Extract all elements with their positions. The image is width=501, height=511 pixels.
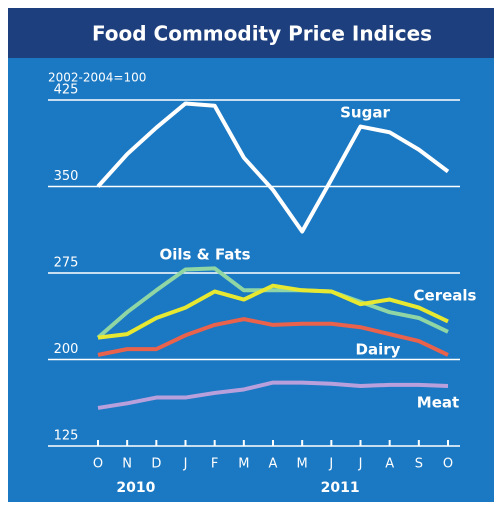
x-tick-label: M [238, 457, 249, 472]
series-line [96, 266, 449, 340]
x-tick-label: D [151, 457, 161, 472]
x-tick-label: O [93, 457, 103, 472]
x-tick-label: O [443, 457, 453, 472]
title-bar [8, 8, 494, 58]
x-tick-label: N [122, 457, 132, 472]
series-line [97, 317, 449, 357]
series-label: Oils & Fats [159, 246, 250, 264]
y-tick-label: 200 [54, 342, 79, 357]
x-tick-label: F [211, 457, 218, 472]
y-tick-label: 350 [54, 169, 79, 184]
x-tick-label: J [328, 457, 333, 472]
x-tick-label: A [385, 457, 394, 472]
x-tick-label: S [415, 457, 423, 472]
series-line [97, 283, 449, 340]
series-label: Cereals [414, 287, 477, 305]
series-label: Sugar [340, 104, 390, 122]
y-tick-label: 125 [54, 429, 79, 444]
y-tick-label: 275 [54, 256, 79, 271]
year-label: 2011 [321, 480, 360, 496]
series-label: Meat [417, 394, 459, 412]
x-tick-label: M [297, 457, 308, 472]
x-tick-label: J [358, 457, 363, 472]
series-line [97, 380, 449, 410]
series-line [96, 101, 450, 234]
x-tick-label: A [269, 457, 278, 472]
series-label: Dairy [356, 341, 401, 359]
chart-title: Food Commodity Price Indices [92, 22, 432, 46]
panel [8, 8, 494, 502]
subtitle: 2002-2004=100 [48, 71, 146, 85]
y-tick-label: 425 [54, 83, 79, 98]
x-tick-label: J [183, 457, 188, 472]
year-label: 2010 [116, 480, 155, 496]
